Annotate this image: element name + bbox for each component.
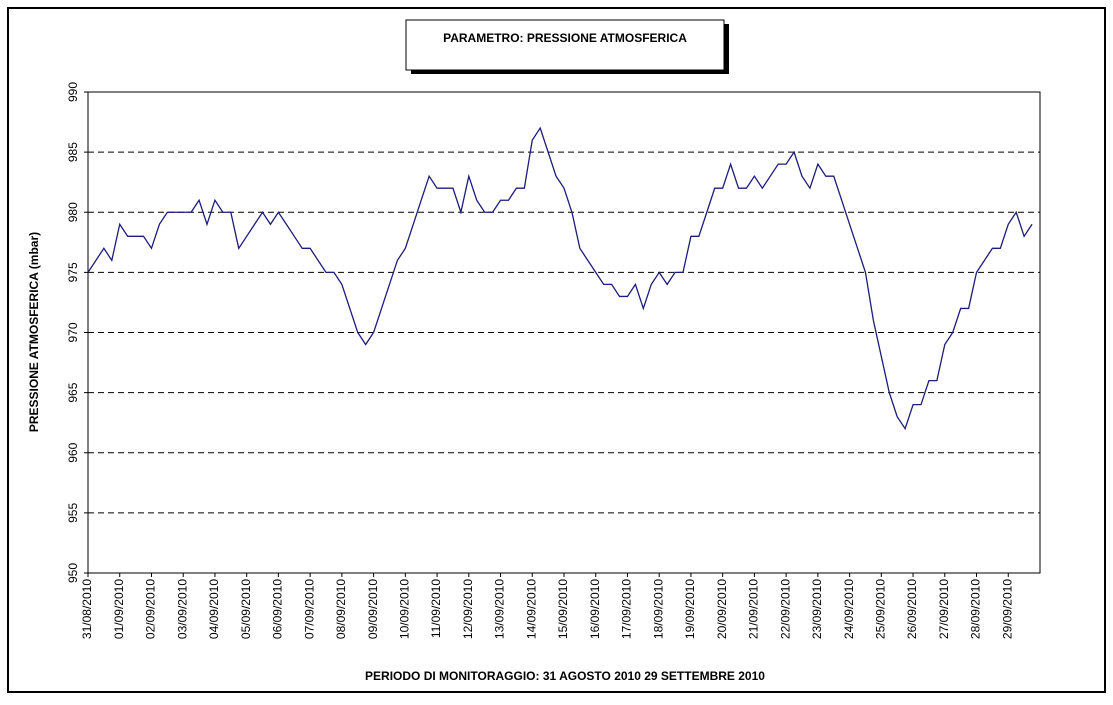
y-tick-label: 950 bbox=[66, 563, 80, 583]
y-tick-label: 975 bbox=[66, 262, 80, 282]
y-tick-label: 970 bbox=[66, 322, 80, 342]
x-tick-label: 22/09/2010 bbox=[778, 579, 792, 639]
chart-title: PARAMETRO: PRESSIONE ATMOSFERICA bbox=[443, 31, 687, 45]
x-tick-label: 07/09/2010 bbox=[302, 579, 316, 639]
x-tick-label: 08/09/2010 bbox=[334, 579, 348, 639]
x-tick-label: 28/09/2010 bbox=[969, 579, 983, 639]
line bbox=[87, 126, 1033, 431]
x-tick-label: 21/09/2010 bbox=[747, 579, 761, 639]
x-tick-label: 12/09/2010 bbox=[461, 579, 475, 639]
x-tick-label: 11/09/2010 bbox=[429, 579, 443, 638]
x-tick-label: 02/09/2010 bbox=[144, 579, 158, 639]
x-tick-label: 20/09/2010 bbox=[715, 579, 729, 639]
x-axis-label: PERIODO DI MONITORAGGIO: 31 AGOSTO 2010 … bbox=[365, 669, 765, 683]
y-axis-label: PRESSIONE ATMOSFERICA (mbar) bbox=[27, 232, 41, 432]
x-tick-label: 27/09/2010 bbox=[937, 579, 951, 639]
x-tick-label: 09/09/2010 bbox=[366, 579, 380, 639]
x-tick-label: 26/09/2010 bbox=[905, 579, 919, 639]
frame bbox=[7, 7, 1106, 693]
y-tick-label: 985 bbox=[66, 142, 80, 162]
y-tick-label: 955 bbox=[66, 503, 80, 523]
y-tick-label: 965 bbox=[66, 382, 80, 402]
x-tick-label: 23/09/2010 bbox=[810, 579, 824, 639]
x-tick-label: 06/09/2010 bbox=[271, 579, 285, 639]
x-tick-label: 17/09/2010 bbox=[620, 579, 634, 639]
x-tick-label: 14/09/2010 bbox=[524, 579, 538, 639]
y-tick-label: 980 bbox=[66, 202, 80, 222]
title-box bbox=[405, 19, 725, 71]
y-tick-label: 960 bbox=[66, 442, 80, 462]
x-tick-label: 03/09/2010 bbox=[175, 579, 189, 639]
y-tick-label: 990 bbox=[66, 82, 80, 102]
x-tick-label: 18/09/2010 bbox=[651, 579, 665, 639]
x-tick-label: 29/09/2010 bbox=[1000, 579, 1014, 639]
x-tick-label: 31/08/2010 bbox=[80, 579, 94, 639]
x-tick-label: 16/09/2010 bbox=[588, 579, 602, 639]
x-tick-label: 15/09/2010 bbox=[556, 579, 570, 639]
x-tick-label: 25/09/2010 bbox=[874, 579, 888, 639]
x-tick-label: 24/09/2010 bbox=[842, 579, 856, 639]
x-tick-label: 01/09/2010 bbox=[112, 579, 126, 639]
x-tick-label: 19/09/2010 bbox=[683, 579, 697, 639]
x-tick-label: 04/09/2010 bbox=[207, 579, 221, 639]
x-tick-label: 13/09/2010 bbox=[493, 579, 507, 639]
x-tick-label: 10/09/2010 bbox=[398, 579, 412, 639]
x-tick-label: 05/09/2010 bbox=[239, 579, 253, 639]
